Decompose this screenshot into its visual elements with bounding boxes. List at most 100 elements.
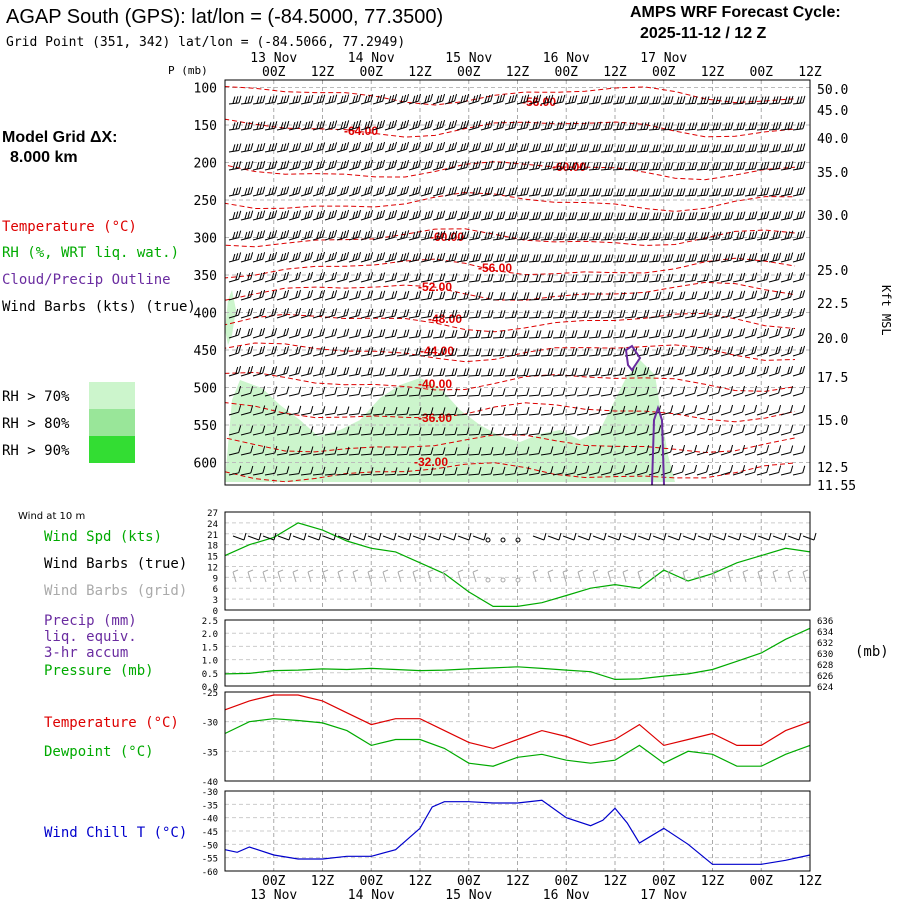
wind-barb-feather [586, 212, 590, 220]
wind-barb-feather [496, 95, 500, 104]
wind-barb-feather [667, 212, 671, 220]
wind-barb-shaft [792, 237, 803, 241]
wind-barb-feather [724, 122, 728, 130]
bottom-date-label: 16 Nov [543, 888, 590, 900]
wind-barb-feather [670, 212, 674, 220]
wind-barb-feather [319, 230, 323, 239]
wind-barb-feather [514, 273, 518, 282]
wind-barb-shaft [600, 393, 611, 397]
wind-barb-feather [622, 212, 626, 220]
wind-barb-shaft [456, 259, 467, 263]
wind-barb-shaft [468, 237, 479, 241]
wind-barb-shaft [516, 374, 528, 377]
wind-barb-feather [247, 143, 251, 151]
wind-barb-feather [379, 210, 383, 219]
wind-barb-feather [283, 95, 287, 103]
wind-barb-feather [562, 387, 566, 396]
wind-barb-feather [778, 272, 782, 280]
wind-barb-shaft [576, 354, 588, 357]
surface-barb-true-feather [663, 532, 667, 541]
wind-barb-shaft [780, 451, 791, 456]
wind-barb-feather [562, 254, 566, 262]
wind-barb-shaft [756, 372, 767, 377]
wind-barb-feather [358, 272, 362, 280]
wind-barb-feather [727, 273, 731, 281]
wind-barb-shaft [756, 194, 767, 197]
wind-barb-shaft [228, 128, 239, 131]
wind-barb-feather [622, 95, 626, 103]
wind-barb-feather [328, 231, 332, 239]
wind-barb-feather [478, 231, 482, 239]
wind-barb-feather [466, 93, 470, 102]
wind-barb-feather [568, 212, 572, 220]
wind-barb-feather [766, 290, 770, 298]
wind-barb-feather [307, 121, 311, 129]
wind-barb-feather [523, 292, 527, 300]
wind-barb-feather [439, 211, 443, 219]
wind-barb-feather [343, 186, 347, 195]
wind-barb-feather [691, 347, 695, 355]
wind-barb-shaft [444, 259, 455, 263]
wind-barb-feather [271, 95, 275, 104]
wind-barb-feather [250, 445, 254, 453]
wind-barb-shaft [276, 296, 287, 301]
wind-barb-feather [403, 329, 407, 338]
wind-barb-feather [727, 346, 731, 355]
wind-barb-feather [688, 188, 692, 196]
wind-barb-feather [271, 346, 275, 355]
wind-barb-feather [706, 273, 710, 281]
wind-barb-feather [478, 120, 482, 128]
top-time-tick: 12Z [311, 65, 335, 80]
wind-barb-shaft [444, 279, 455, 283]
wind-barb-feather [664, 232, 668, 240]
wind-barb-feather [415, 142, 419, 151]
wind-barb-shaft [336, 148, 347, 153]
wind-barb-feather [568, 144, 572, 152]
wind-barb-feather [748, 232, 752, 240]
wind-barb-shaft [312, 216, 323, 221]
wind-barb-feather [322, 446, 326, 454]
wind-barb-shaft [312, 296, 323, 301]
wind-barb-shaft [360, 236, 371, 241]
wind-barb-shaft [252, 372, 263, 377]
surface-barb-true-feather [408, 532, 412, 541]
wind-barb-shaft [576, 194, 588, 197]
wind-barb-feather [715, 212, 719, 220]
wind-barb-feather [487, 187, 491, 195]
wind-barb-shaft [384, 374, 395, 377]
wind-barb-feather [610, 445, 614, 453]
wind-barb-feather [754, 211, 758, 219]
wind-barb-feather [547, 254, 551, 262]
surface-barb-grid [652, 571, 657, 583]
wind-barb-feather [238, 143, 242, 151]
wind-barb-shaft [432, 374, 444, 377]
wind-barb-feather [406, 407, 410, 415]
wind-barb-feather [571, 310, 575, 318]
wind-barb-shaft [732, 392, 743, 397]
wind-barb-shaft [300, 127, 311, 131]
wind-barb-feather [772, 96, 776, 104]
wind-barb-feather [370, 308, 374, 316]
wind-barb-feather [235, 253, 239, 261]
wind-barb-feather [334, 185, 338, 194]
wind-barb-feather [274, 366, 278, 374]
wind-barb-shaft [348, 453, 360, 456]
wind-barb-shaft [516, 167, 527, 171]
wind-barb-shaft [324, 192, 335, 197]
wind-barb-feather [415, 231, 419, 239]
wind-barb-feather [367, 210, 371, 219]
wind-barb-feather [526, 368, 530, 376]
wind-barb-feather [706, 464, 710, 473]
wind-barb-shaft [516, 336, 528, 339]
wind-barb-feather [382, 308, 386, 317]
wind-barb-feather [643, 96, 647, 104]
wind-barb-feather [286, 251, 290, 260]
wind-barb-shaft [324, 412, 335, 416]
wind-barb-shaft [300, 166, 311, 171]
wind-barb-feather [271, 252, 275, 261]
wind-barb-feather [322, 142, 326, 150]
wind-barb-feather [490, 273, 494, 281]
wind-barb-feather [730, 253, 734, 261]
wind-barb-shaft [336, 393, 347, 397]
wind-barb-feather [718, 386, 722, 394]
